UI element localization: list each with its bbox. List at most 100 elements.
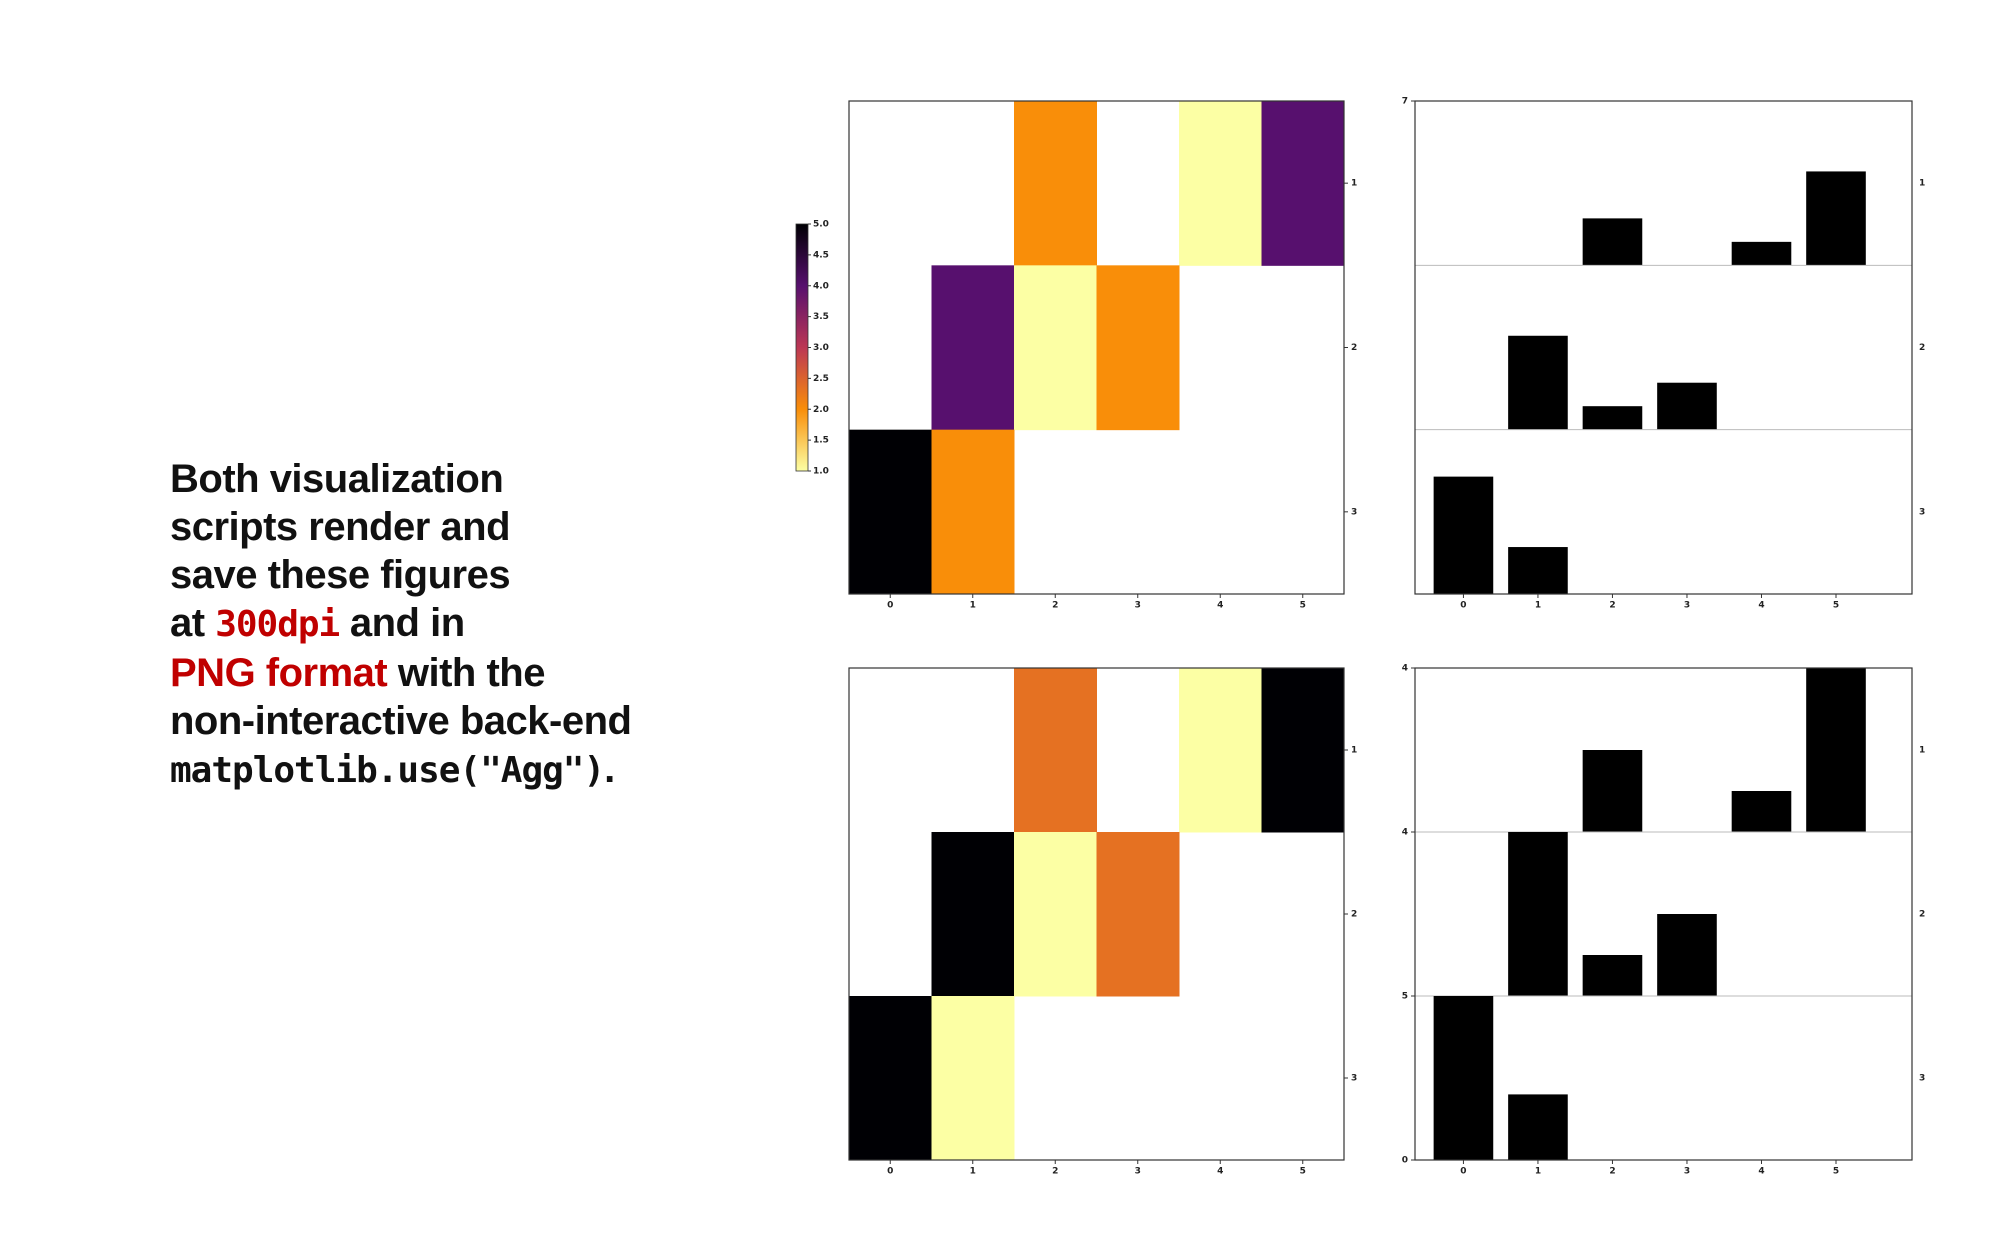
x-tick-label: 2 bbox=[1052, 601, 1058, 611]
y-tick-label: 1 bbox=[1351, 179, 1357, 189]
y-tick-label: 2 bbox=[1351, 910, 1357, 920]
x-tick-label: 4 bbox=[1758, 601, 1764, 611]
code-text: matplotlib.use("Agg") bbox=[170, 750, 605, 791]
panel-label: 2 bbox=[1919, 910, 1925, 920]
x-tick-label: 2 bbox=[1052, 1167, 1058, 1177]
heatmap-cell bbox=[1096, 265, 1180, 431]
text: with the bbox=[387, 651, 546, 695]
x-tick-label: 5 bbox=[1300, 601, 1306, 611]
x-tick-label: 2 bbox=[1609, 601, 1615, 611]
plot-frame bbox=[848, 100, 1345, 595]
x-tick-label: 3 bbox=[1684, 601, 1690, 611]
text-line: non-interactive back-end bbox=[170, 697, 632, 745]
bar bbox=[1657, 382, 1717, 430]
x-tick-label: 0 bbox=[1460, 1167, 1466, 1177]
x-tick-label: 0 bbox=[1460, 601, 1466, 611]
y-tick-label: 4 bbox=[1402, 664, 1408, 674]
x-tick-label: 1 bbox=[970, 601, 976, 611]
y-tick-label: 7 bbox=[1402, 97, 1408, 107]
heatmap-cell bbox=[1179, 101, 1262, 266]
text-line: Both visualization bbox=[170, 455, 631, 503]
bar bbox=[1508, 1094, 1568, 1160]
x-tick-label: 1 bbox=[970, 1167, 976, 1177]
colorbar-tick-label: 3.0 bbox=[813, 343, 829, 353]
text-line: matplotlib.use("Agg"). bbox=[170, 745, 631, 795]
heatmap-cell bbox=[931, 832, 1015, 997]
bar bbox=[1731, 241, 1792, 266]
colorbar-tick-label: 1.5 bbox=[813, 436, 829, 446]
text: and in bbox=[339, 601, 465, 645]
text: . bbox=[604, 747, 615, 791]
bar bbox=[1731, 791, 1792, 832]
panel-label: 1 bbox=[1919, 179, 1925, 189]
x-tick-label: 3 bbox=[1135, 1167, 1141, 1177]
bar bbox=[1582, 218, 1643, 266]
text: non-interactive back-end bbox=[170, 699, 632, 743]
text: scripts render and bbox=[170, 505, 511, 549]
bar bbox=[1433, 476, 1494, 594]
x-tick-label: 5 bbox=[1833, 601, 1839, 611]
x-tick-label: 5 bbox=[1833, 1167, 1839, 1177]
x-tick-label: 3 bbox=[1135, 601, 1141, 611]
colorbar-tick-label: 2.0 bbox=[813, 405, 829, 415]
x-tick-label: 0 bbox=[887, 601, 893, 611]
panel-label: 3 bbox=[1919, 1074, 1925, 1084]
text: save these figures bbox=[170, 553, 511, 597]
heatmap-cell bbox=[931, 429, 1015, 595]
x-tick-label: 4 bbox=[1758, 1167, 1764, 1177]
heatmap-cell bbox=[1261, 101, 1345, 266]
y-tick-label: 2 bbox=[1351, 343, 1357, 353]
heatmap-cell bbox=[1261, 668, 1345, 833]
y-tick-label: 4 bbox=[1402, 828, 1408, 838]
bar bbox=[1582, 955, 1643, 996]
x-tick-label: 3 bbox=[1684, 1167, 1690, 1177]
colorbar-tick-label: 2.5 bbox=[813, 374, 829, 384]
plot-frame bbox=[848, 667, 1345, 1161]
heatmap-cell bbox=[1096, 832, 1180, 997]
heatmap-cell bbox=[1179, 668, 1262, 833]
colorbar-tick-label: 1.0 bbox=[813, 467, 829, 477]
code-text: 300dpi bbox=[215, 604, 340, 645]
bar bbox=[1582, 750, 1643, 832]
panel-label: 1 bbox=[1919, 746, 1925, 756]
colorbar-tick-label: 4.0 bbox=[813, 281, 829, 291]
bar bbox=[1582, 406, 1643, 430]
bar bbox=[1657, 914, 1717, 996]
panel-label: 2 bbox=[1919, 343, 1925, 353]
heatmap-cell bbox=[849, 429, 932, 595]
text: Both visualization bbox=[170, 457, 504, 501]
x-tick-label: 0 bbox=[887, 1167, 893, 1177]
x-tick-label: 1 bbox=[1535, 1167, 1541, 1177]
text-line: at 300dpi and in bbox=[170, 599, 631, 649]
y-tick-label: 1 bbox=[1351, 746, 1357, 756]
colorbar bbox=[795, 223, 809, 472]
colorbar-tick-label: 3.5 bbox=[813, 312, 829, 322]
x-tick-label: 1 bbox=[1535, 601, 1541, 611]
colorbar-tick-label: 4.5 bbox=[813, 250, 829, 260]
heatmap-cell bbox=[1014, 668, 1097, 833]
y-tick-label: 3 bbox=[1351, 507, 1357, 517]
panel-label: 3 bbox=[1919, 507, 1925, 517]
text-line: save these figures bbox=[170, 551, 631, 599]
heatmap-cell bbox=[931, 996, 1015, 1161]
x-tick-label: 2 bbox=[1609, 1167, 1615, 1177]
bar bbox=[1806, 171, 1866, 266]
highlight-text: PNG format bbox=[170, 651, 388, 695]
slide-text: Both visualization scripts render and sa… bbox=[170, 455, 632, 795]
text-line: scripts render and bbox=[170, 503, 631, 551]
y-tick-label: 3 bbox=[1351, 1074, 1357, 1084]
y-tick-label: 0 bbox=[1402, 1156, 1408, 1166]
bar bbox=[1508, 335, 1568, 430]
heatmap-cell bbox=[849, 996, 932, 1161]
bar bbox=[1508, 832, 1568, 996]
x-tick-label: 4 bbox=[1217, 601, 1223, 611]
bar bbox=[1433, 996, 1494, 1160]
heatmap-cell bbox=[931, 265, 1015, 431]
plot-frame bbox=[1414, 667, 1913, 1161]
heatmap-cell bbox=[1014, 265, 1097, 431]
x-tick-label: 4 bbox=[1217, 1167, 1223, 1177]
heatmap-cell bbox=[1014, 832, 1097, 997]
plot-frame bbox=[1414, 100, 1913, 595]
